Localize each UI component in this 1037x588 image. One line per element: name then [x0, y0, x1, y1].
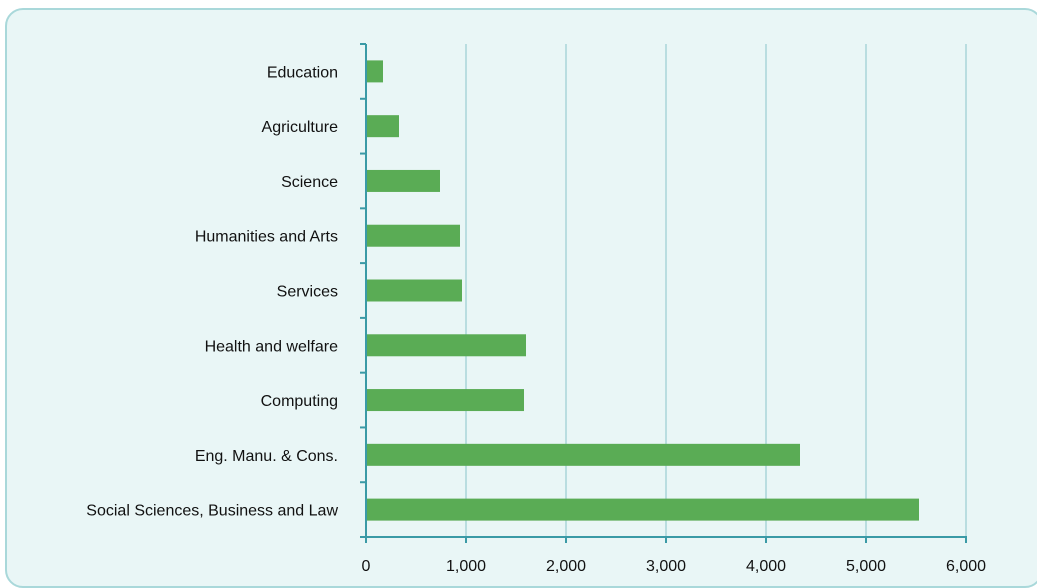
grid-lines	[465, 44, 967, 537]
bar-3	[366, 224, 460, 247]
x-tick-label-6: 6,000	[946, 558, 986, 575]
category-label-4: Services	[277, 284, 338, 301]
x-tick-label-0: 0	[362, 558, 371, 575]
bar-1	[366, 115, 399, 138]
axes	[360, 43, 967, 543]
x-tick-label-2: 2,000	[546, 558, 586, 575]
category-labels: Education Agriculture Science Humanities an…	[86, 64, 338, 519]
category-label-1: Agriculture	[262, 119, 339, 136]
x-tick-labels: 0 1,000 2,000 3,000 4,000 5,000 6,000	[362, 558, 987, 575]
bar-7	[366, 443, 800, 466]
bar-0	[366, 60, 383, 83]
bar-4	[366, 279, 462, 302]
x-tick-label-4: 4,000	[746, 558, 786, 575]
category-label-2: Science	[281, 174, 338, 191]
bar-6	[366, 389, 524, 412]
bar-5	[366, 334, 526, 357]
x-tick-label-1: 1,000	[446, 558, 486, 575]
category-label-0: Education	[267, 64, 338, 81]
x-tick-label-3: 3,000	[646, 558, 686, 575]
category-label-7: Eng. Manu. & Cons.	[195, 448, 338, 465]
category-label-8: Social Sciences, Business and Law	[86, 503, 338, 520]
bar-2	[366, 169, 440, 192]
x-tick-label-5: 5,000	[846, 558, 886, 575]
category-label-5: Health and welfare	[205, 338, 339, 355]
bar-8	[366, 498, 919, 521]
category-label-6: Computing	[261, 393, 338, 410]
category-label-3: Humanities and Arts	[195, 229, 338, 246]
bars	[366, 60, 919, 521]
